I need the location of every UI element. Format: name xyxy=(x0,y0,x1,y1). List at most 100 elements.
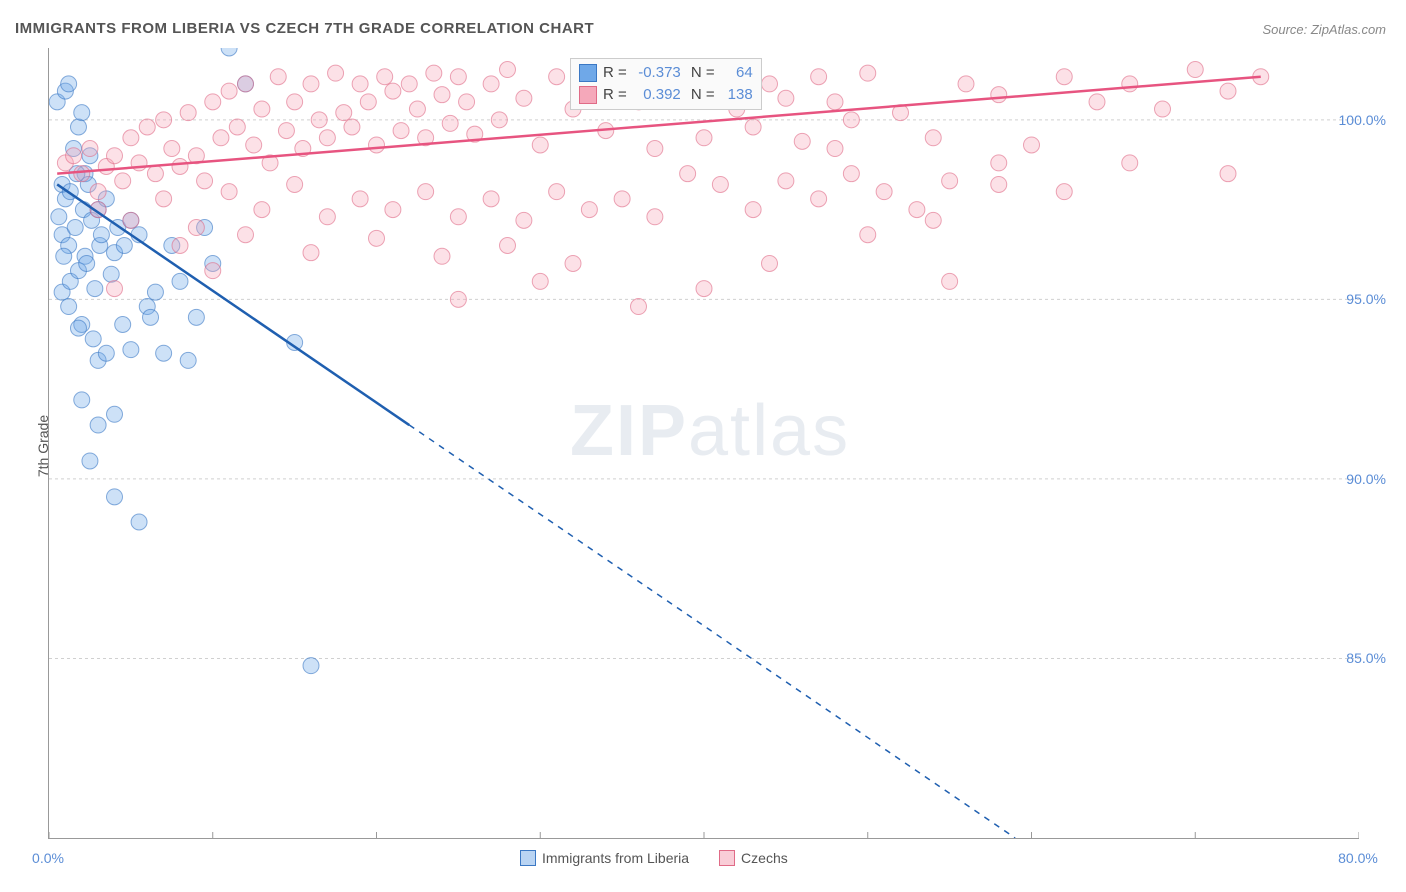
data-point xyxy=(156,191,172,207)
data-point xyxy=(156,345,172,361)
data-point xyxy=(311,112,327,128)
y-axis-label: 7th Grade xyxy=(35,415,51,477)
data-point xyxy=(115,317,131,333)
data-point xyxy=(1056,69,1072,85)
data-point xyxy=(459,94,475,110)
n-value: 138 xyxy=(721,84,753,106)
data-point xyxy=(131,514,147,530)
legend-swatch xyxy=(719,850,735,866)
data-point xyxy=(925,212,941,228)
chart-title: IMMIGRANTS FROM LIBERIA VS CZECH 7TH GRA… xyxy=(15,20,594,37)
data-point xyxy=(426,65,442,81)
data-point xyxy=(696,281,712,297)
trend-line-extrapolated xyxy=(409,425,1015,838)
data-point xyxy=(516,212,532,228)
data-point xyxy=(909,202,925,218)
data-point xyxy=(93,227,109,243)
data-point xyxy=(409,101,425,117)
data-point xyxy=(549,69,565,85)
data-point xyxy=(205,94,221,110)
data-point xyxy=(238,227,254,243)
scatter-plot xyxy=(48,48,1359,839)
data-point xyxy=(107,281,123,297)
data-point xyxy=(221,48,237,56)
data-point xyxy=(56,248,72,264)
data-point xyxy=(246,137,262,153)
stats-row: R = 0.392 N = 138 xyxy=(579,84,753,106)
data-point xyxy=(876,184,892,200)
data-point xyxy=(1155,101,1171,117)
data-point xyxy=(1220,83,1236,99)
r-label: R = xyxy=(603,84,627,106)
data-point xyxy=(827,141,843,157)
data-point xyxy=(303,658,319,674)
data-point xyxy=(418,184,434,200)
data-point xyxy=(344,119,360,135)
data-point xyxy=(1089,94,1105,110)
data-point xyxy=(172,238,188,254)
data-point xyxy=(1024,137,1040,153)
data-point xyxy=(107,148,123,164)
legend: Immigrants from LiberiaCzechs xyxy=(520,850,788,866)
data-point xyxy=(180,105,196,121)
data-point xyxy=(549,184,565,200)
data-point xyxy=(221,83,237,99)
data-point xyxy=(843,112,859,128)
data-point xyxy=(942,273,958,289)
data-point xyxy=(67,220,83,236)
data-point xyxy=(180,352,196,368)
data-point xyxy=(70,119,86,135)
data-point xyxy=(581,202,597,218)
data-point xyxy=(794,133,810,149)
data-point xyxy=(70,320,86,336)
data-point xyxy=(516,90,532,106)
stats-row: R = -0.373 N = 64 xyxy=(579,62,753,84)
data-point xyxy=(287,94,303,110)
n-value: 64 xyxy=(721,62,753,84)
data-point xyxy=(942,173,958,189)
data-point xyxy=(98,345,114,361)
data-point xyxy=(172,159,188,175)
data-point xyxy=(90,417,106,433)
data-point xyxy=(811,69,827,85)
correlation-stats-box: R = -0.373 N = 64 R = 0.392 N = 138 xyxy=(570,58,762,110)
legend-label: Czechs xyxy=(741,850,788,866)
data-point xyxy=(188,309,204,325)
data-point xyxy=(680,166,696,182)
data-point xyxy=(74,166,90,182)
data-point xyxy=(51,209,67,225)
data-point xyxy=(762,76,778,92)
data-point xyxy=(377,69,393,85)
data-point xyxy=(205,263,221,279)
data-point xyxy=(565,255,581,271)
y-tick-label: 95.0% xyxy=(1346,291,1386,307)
data-point xyxy=(811,191,827,207)
data-point xyxy=(156,112,172,128)
y-tick-label: 100.0% xyxy=(1339,112,1386,128)
data-point xyxy=(147,166,163,182)
data-point xyxy=(442,115,458,131)
x-tick-label: 0.0% xyxy=(32,850,64,866)
data-point xyxy=(696,130,712,146)
data-point xyxy=(450,209,466,225)
data-point xyxy=(79,255,95,271)
data-point xyxy=(147,284,163,300)
data-point xyxy=(90,184,106,200)
data-point xyxy=(188,220,204,236)
data-point xyxy=(991,176,1007,192)
trend-line xyxy=(57,184,409,425)
data-point xyxy=(74,392,90,408)
data-point xyxy=(139,119,155,135)
data-point xyxy=(958,76,974,92)
data-point xyxy=(164,141,180,157)
data-point xyxy=(143,309,159,325)
x-tick-label: 80.0% xyxy=(1338,850,1378,866)
data-point xyxy=(778,90,794,106)
data-point xyxy=(221,184,237,200)
data-point xyxy=(115,173,131,189)
data-point xyxy=(483,191,499,207)
data-point xyxy=(254,202,270,218)
data-point xyxy=(287,176,303,192)
data-point xyxy=(107,406,123,422)
data-point xyxy=(385,202,401,218)
